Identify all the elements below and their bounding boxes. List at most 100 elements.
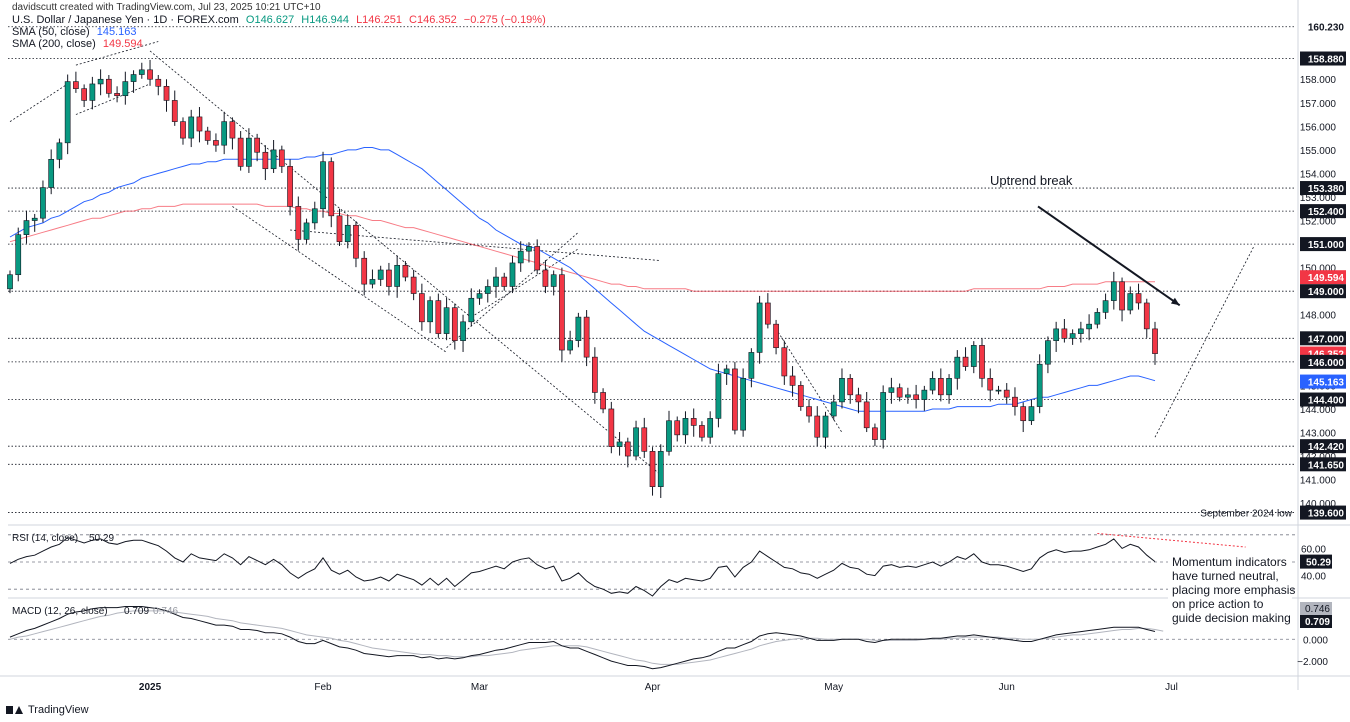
candle-body: [657, 451, 664, 487]
candle-body: [1061, 328, 1068, 339]
rsi-line: [9, 536, 1156, 597]
candle-body: [715, 373, 722, 419]
candle-body: [1094, 312, 1101, 325]
candle-body: [806, 406, 812, 417]
price-tick-label: 154.000: [1300, 169, 1337, 180]
candle-body: [122, 81, 129, 97]
candle-body: [756, 302, 763, 353]
macd-tick-label: −2.000: [1297, 657, 1328, 668]
candle-body: [40, 187, 46, 219]
candle-body: [64, 81, 71, 144]
high-value: H146.944: [301, 14, 349, 26]
candle-body: [937, 378, 944, 396]
candle-body: [73, 81, 79, 89]
sma50-label[interactable]: SMA (50, close): [12, 26, 90, 38]
candle-body: [954, 356, 961, 379]
candle-body: [592, 356, 598, 393]
candle-body: [1086, 323, 1092, 330]
candle-body: [114, 93, 120, 97]
candle-body: [386, 269, 392, 287]
candle-body: [460, 321, 466, 341]
candle-body: [320, 161, 326, 210]
candle-body: [740, 378, 746, 431]
macd-signal-badge-label: 0.746: [1305, 604, 1330, 615]
candle-body: [410, 276, 417, 294]
level-label: 147.000: [1308, 334, 1345, 345]
candle-body: [830, 401, 837, 417]
sma200-legend[interactable]: SMA (200, close) 149.594: [12, 38, 147, 50]
candle-body: [1012, 396, 1018, 407]
candle-body: [550, 274, 557, 287]
level-label: 141.650: [1308, 460, 1345, 471]
momentum-note-line: guide decision making: [1172, 611, 1291, 625]
level-label: 139.600: [1308, 509, 1345, 520]
macd-line: [9, 606, 1156, 670]
candle-body: [542, 269, 549, 287]
candle-body: [427, 300, 433, 323]
candle-body: [1069, 333, 1076, 339]
open-value: O146.627: [245, 14, 295, 26]
rsi-tick-label: 40.00: [1301, 572, 1326, 583]
price-tick-label: 157.000: [1300, 99, 1337, 110]
candle-body: [575, 316, 582, 341]
candle-body: [23, 220, 30, 235]
candle-body: [81, 88, 87, 101]
rsi-value-badge: [1300, 554, 1332, 569]
candle-body: [287, 166, 293, 207]
candle-body: [822, 415, 829, 438]
level-label: 142.420: [1308, 442, 1345, 453]
candle-body: [764, 302, 771, 325]
close-value: C146.352: [409, 14, 457, 26]
level-label: 152.400: [1308, 207, 1345, 218]
candle-body: [896, 387, 903, 398]
macd-value-badge: [1300, 615, 1332, 628]
candle-body: [641, 427, 648, 452]
candle-body: [138, 69, 145, 75]
candle-body: [781, 347, 788, 377]
candle-body: [559, 274, 565, 351]
sma200-label[interactable]: SMA (200, close): [12, 38, 96, 50]
candle-body: [229, 121, 236, 139]
candle-body: [707, 418, 714, 438]
candle-body: [995, 389, 1002, 392]
level-label: 146.000: [1308, 358, 1345, 369]
candle-body: [1028, 406, 1035, 422]
symbol-name[interactable]: U.S. Dollar / Japanese Yen · 1D · FOREX.…: [12, 14, 239, 26]
sma200-line: [9, 203, 1155, 292]
candle-body: [682, 418, 689, 436]
candle-body: [921, 389, 928, 400]
candle-body: [616, 441, 623, 447]
candle-body: [979, 345, 985, 379]
macd-tick-label: 0.000: [1303, 635, 1328, 646]
candle-body: [913, 394, 919, 400]
candle-body: [443, 307, 450, 334]
candle-body: [295, 206, 302, 240]
sma50-legend[interactable]: SMA (50, close) 145.163: [12, 26, 140, 38]
candle-body: [476, 293, 483, 299]
candle-body: [929, 378, 936, 391]
footer-brand[interactable]: TradingView: [6, 704, 89, 716]
momentum-note-line: placing more emphasis: [1172, 583, 1295, 597]
candle-body: [649, 451, 656, 487]
candle-body: [155, 78, 162, 87]
level-label: 153.380: [1308, 184, 1345, 195]
candle-body: [517, 250, 524, 264]
level-label-bg: [1300, 181, 1346, 196]
candle-body: [451, 307, 458, 341]
candle-body: [789, 375, 796, 386]
low-value: L146.251: [356, 14, 402, 26]
candle-body: [303, 222, 310, 240]
time-axis-label: Mar: [471, 682, 489, 693]
candle-body: [633, 427, 639, 457]
rsi-legend-value: 50.29: [89, 533, 114, 544]
candle-body: [509, 262, 516, 287]
candle-body: [328, 161, 335, 217]
level-label-bg: [1300, 270, 1346, 285]
candle-body: [690, 418, 697, 426]
level-label-bg: [1300, 392, 1346, 407]
candle-body: [814, 415, 821, 438]
trend-line: [1154, 246, 1255, 438]
symbol-legend[interactable]: U.S. Dollar / Japanese Yen · 1D · FOREX.…: [12, 14, 550, 26]
candle-body: [797, 385, 804, 407]
